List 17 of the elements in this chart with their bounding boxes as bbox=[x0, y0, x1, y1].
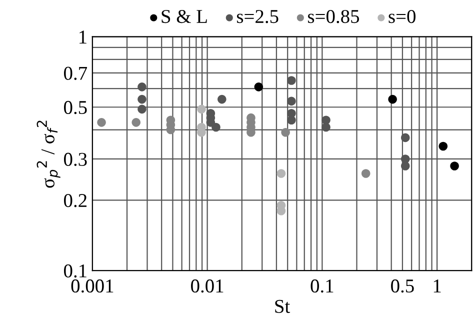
y-tick-label: 0.2 bbox=[64, 194, 86, 208]
y-axis-title: σ$_{p}$$^{2}$ / σ$_{f}$$^{2}$ bbox=[36, 120, 60, 188]
x-tick-label: 0.001 bbox=[71, 279, 114, 293]
y-tick-label: 1 bbox=[80, 30, 86, 44]
x-tick-label: 0.5 bbox=[391, 279, 414, 293]
x-axis-title: St bbox=[275, 300, 290, 313]
x-tick-label: 1 bbox=[434, 280, 441, 292]
y-tick-label: 0.5 bbox=[64, 100, 87, 114]
y-tick-label: 0.1 bbox=[64, 264, 86, 278]
legend-label: s=0.85 bbox=[308, 10, 360, 24]
y-tick-label: 0.3 bbox=[64, 152, 87, 166]
y-tick-label: 0.7 bbox=[64, 66, 88, 80]
x-tick-label: 0.1 bbox=[310, 279, 334, 293]
legend-label: s=2.5 bbox=[236, 10, 278, 24]
legend-label: S & L bbox=[162, 10, 207, 24]
x-tick-label: 0.01 bbox=[191, 279, 224, 293]
legend-label: s=0 bbox=[388, 10, 416, 24]
